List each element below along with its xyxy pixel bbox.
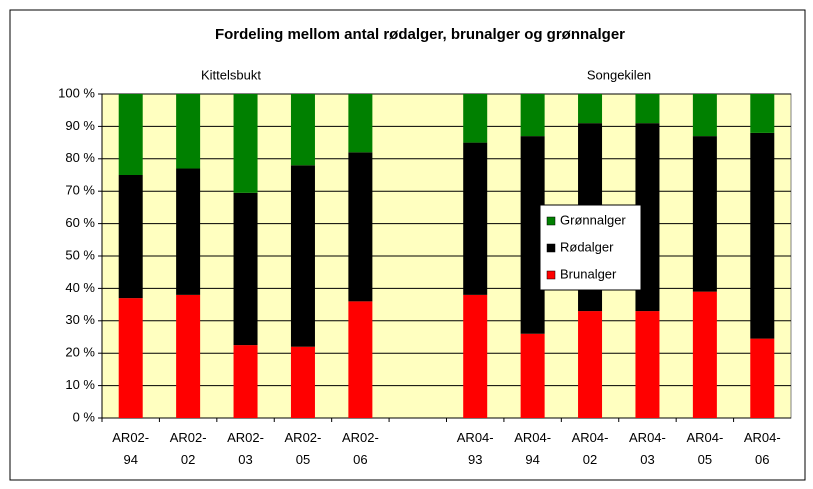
- x-tick-label: AR02-03: [227, 430, 264, 467]
- chart-title: Fordeling mellom antal rødalger, brunalg…: [215, 26, 625, 43]
- bar-segment: [176, 168, 201, 295]
- bar-segment: [520, 333, 545, 418]
- x-tick-label: AR04-06: [743, 430, 781, 467]
- bar-segment: [578, 311, 603, 418]
- bar-segment: [290, 94, 315, 166]
- bar-segment: [463, 142, 488, 295]
- bar-segment: [233, 94, 258, 193]
- bar-segment: [290, 165, 315, 347]
- legend-swatch: [546, 243, 556, 253]
- bar-segment: [463, 294, 488, 418]
- x-tick-label: AR02-05: [284, 430, 322, 467]
- bar-segment: [290, 346, 315, 418]
- y-tick-label: 40 %: [65, 280, 95, 295]
- group-label: Kittelsbukt: [201, 67, 261, 82]
- x-tick-label: AR04-02: [571, 430, 609, 467]
- legend-label: Grønnalger: [560, 212, 626, 227]
- x-tick-label: AR02-06: [341, 430, 379, 467]
- y-tick-label: 20 %: [65, 345, 95, 360]
- bar-segment: [118, 175, 143, 299]
- legend-label: Brunalger: [560, 266, 617, 281]
- bar-segment: [118, 94, 143, 175]
- x-tick-label: AR04-05: [686, 430, 724, 467]
- bar-segment: [176, 94, 201, 169]
- bar-segment: [233, 345, 258, 418]
- bar-segment: [348, 152, 373, 302]
- y-tick-label: 60 %: [65, 215, 95, 230]
- bar-segment: [348, 301, 373, 418]
- x-tick-label: AR04-03: [629, 430, 666, 467]
- group-label: Songekilen: [587, 67, 651, 82]
- y-tick-label: 100 %: [58, 85, 95, 100]
- legend-swatch: [546, 270, 556, 280]
- x-tick-label: AR04-94: [514, 430, 552, 467]
- y-tick-label: 10 %: [65, 377, 95, 392]
- bar-segment: [635, 311, 660, 418]
- bar-segment: [750, 94, 775, 133]
- bar-segment: [692, 291, 717, 418]
- y-tick-label: 30 %: [65, 312, 95, 327]
- bar-segment: [233, 192, 258, 346]
- y-tick-label: 0 %: [73, 409, 96, 424]
- x-tick-label: AR02-94: [112, 430, 150, 467]
- y-tick-label: 50 %: [65, 247, 95, 262]
- bar-segment: [348, 94, 373, 153]
- bar-segment: [463, 94, 488, 143]
- x-tick-label: AR02-02: [169, 430, 207, 467]
- bar-segment: [750, 132, 775, 339]
- y-tick-label: 80 %: [65, 150, 95, 165]
- y-tick-label: 70 %: [65, 183, 95, 198]
- bar-segment: [750, 338, 775, 418]
- bar-segment: [578, 94, 603, 124]
- y-tick-label: 90 %: [65, 118, 95, 133]
- legend: [539, 204, 642, 291]
- bar-segment: [176, 294, 201, 418]
- bar-segment: [635, 94, 660, 124]
- legend-label: Rødalger: [560, 239, 614, 254]
- bar-segment: [692, 136, 717, 292]
- bar-segment: [692, 94, 717, 137]
- x-tick-label: AR04-93: [456, 430, 494, 467]
- bar-segment: [118, 298, 143, 418]
- legend-swatch: [546, 216, 556, 226]
- bar-segment: [520, 94, 545, 137]
